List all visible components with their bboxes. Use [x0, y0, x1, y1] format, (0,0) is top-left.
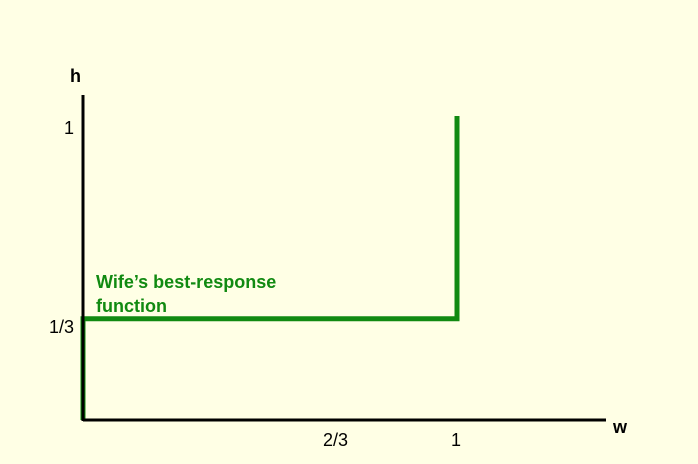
best-response-curve — [80, 116, 460, 420]
x-tick-label-1: 1 — [451, 430, 461, 450]
x-axis-label: w — [612, 417, 628, 437]
curve-label-line2: function — [96, 296, 167, 316]
y-tick-label-one-third: 1/3 — [49, 317, 74, 337]
curve-label-line1: Wife’s best-response — [96, 272, 276, 292]
y-tick-label-1: 1 — [64, 118, 74, 138]
x-tick-label-two-thirds: 2/3 — [323, 430, 348, 450]
y-axis-label: h — [70, 66, 81, 86]
